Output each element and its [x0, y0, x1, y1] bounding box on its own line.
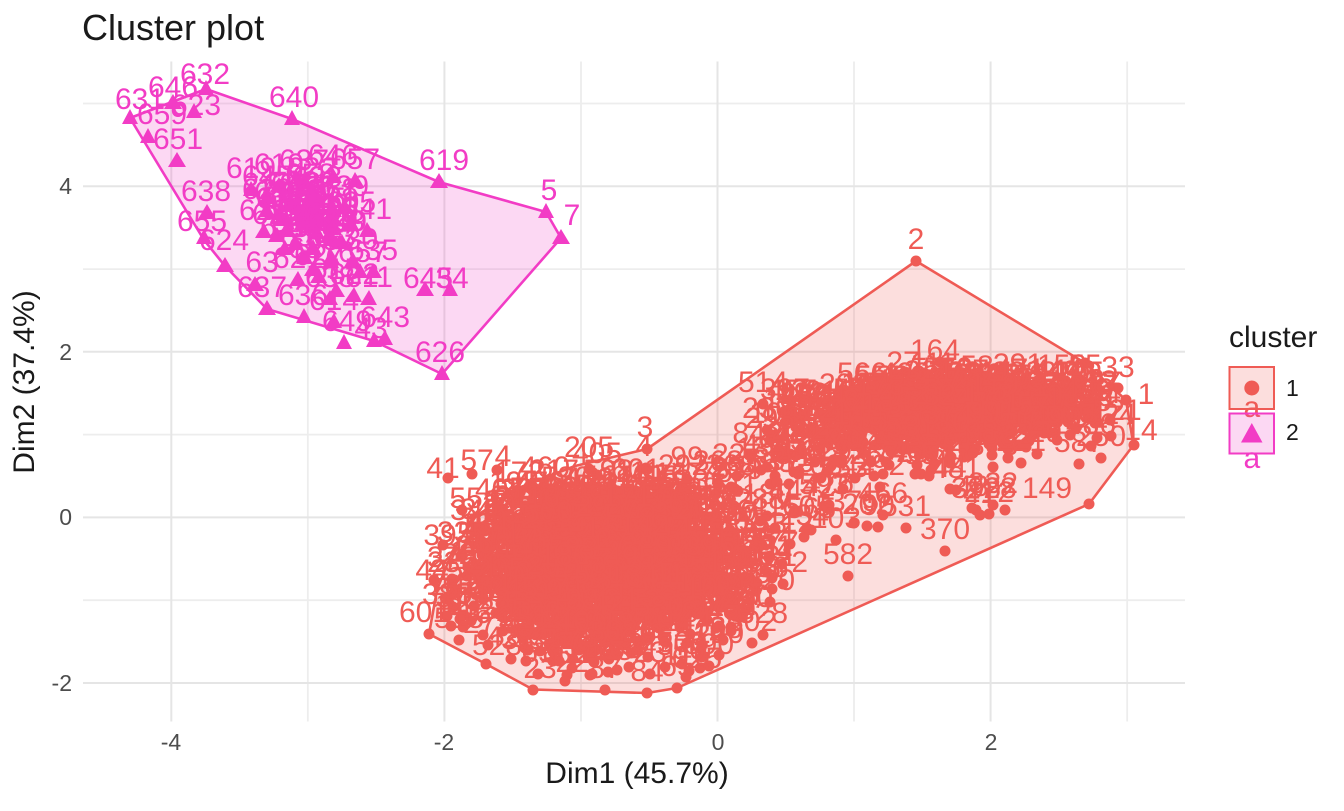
svg-text:44: 44 — [841, 449, 874, 482]
svg-text:1: 1 — [1286, 375, 1299, 401]
svg-text:5: 5 — [991, 374, 1008, 407]
svg-text:41: 41 — [426, 452, 459, 485]
svg-text:0: 0 — [712, 729, 725, 755]
svg-text:Dim2 (37.4%): Dim2 (37.4%) — [8, 290, 41, 473]
svg-text:637: 637 — [237, 271, 287, 304]
svg-text:Dim1 (45.7%): Dim1 (45.7%) — [545, 757, 728, 790]
svg-text:34: 34 — [435, 262, 468, 295]
svg-text:-2: -2 — [434, 729, 454, 755]
svg-text:582: 582 — [823, 538, 873, 571]
svg-text:580: 580 — [574, 557, 624, 590]
svg-text:171: 171 — [602, 480, 652, 513]
svg-text:623: 623 — [171, 89, 221, 122]
svg-text:21: 21 — [1108, 394, 1141, 427]
svg-text:395: 395 — [685, 529, 735, 562]
svg-text:116: 116 — [512, 481, 560, 514]
svg-text:cluster: cluster — [1229, 321, 1317, 354]
svg-text:27: 27 — [886, 346, 919, 379]
svg-text:28: 28 — [983, 472, 1016, 505]
svg-text:651: 651 — [153, 123, 203, 156]
svg-text:42: 42 — [591, 587, 624, 620]
svg-text:-2: -2 — [52, 670, 72, 696]
svg-text:43: 43 — [354, 312, 387, 345]
svg-text:55: 55 — [449, 482, 482, 515]
svg-text:55: 55 — [1068, 349, 1101, 382]
svg-text:88: 88 — [709, 612, 742, 645]
svg-text:626: 626 — [415, 336, 465, 369]
svg-text:528: 528 — [472, 629, 522, 662]
svg-text:260: 260 — [723, 581, 773, 614]
svg-text:39: 39 — [423, 519, 456, 552]
svg-text:208: 208 — [793, 449, 843, 482]
svg-text:4: 4 — [636, 430, 653, 463]
svg-text:84: 84 — [630, 655, 663, 688]
svg-text:23: 23 — [523, 652, 556, 685]
svg-text:57: 57 — [460, 444, 493, 477]
svg-text:514: 514 — [738, 366, 788, 399]
svg-text:a: a — [1243, 442, 1260, 475]
svg-text:33: 33 — [1101, 351, 1134, 384]
svg-text:370: 370 — [920, 513, 970, 546]
svg-text:025: 025 — [672, 642, 722, 675]
svg-text:629: 629 — [308, 204, 358, 237]
svg-text:4: 4 — [495, 440, 512, 473]
svg-text:655: 655 — [177, 205, 227, 238]
svg-text:7: 7 — [564, 199, 581, 232]
svg-text:5: 5 — [541, 174, 558, 207]
svg-text:4: 4 — [59, 173, 72, 199]
svg-text:22: 22 — [555, 646, 588, 679]
svg-text:149: 149 — [1022, 472, 1072, 505]
svg-text:Cluster plot: Cluster plot — [82, 7, 264, 48]
svg-text:-4: -4 — [161, 729, 182, 755]
svg-text:5: 5 — [442, 572, 459, 605]
svg-text:240: 240 — [540, 605, 590, 638]
svg-text:0: 0 — [59, 504, 72, 530]
svg-text:87: 87 — [588, 652, 621, 685]
svg-text:657: 657 — [338, 236, 388, 269]
svg-text:2: 2 — [59, 339, 72, 365]
svg-text:638: 638 — [181, 175, 231, 208]
svg-text:640: 640 — [269, 81, 319, 114]
svg-text:2: 2 — [1286, 419, 1299, 445]
svg-text:2: 2 — [908, 223, 925, 256]
svg-text:2: 2 — [985, 729, 998, 755]
svg-text:619: 619 — [419, 144, 469, 177]
